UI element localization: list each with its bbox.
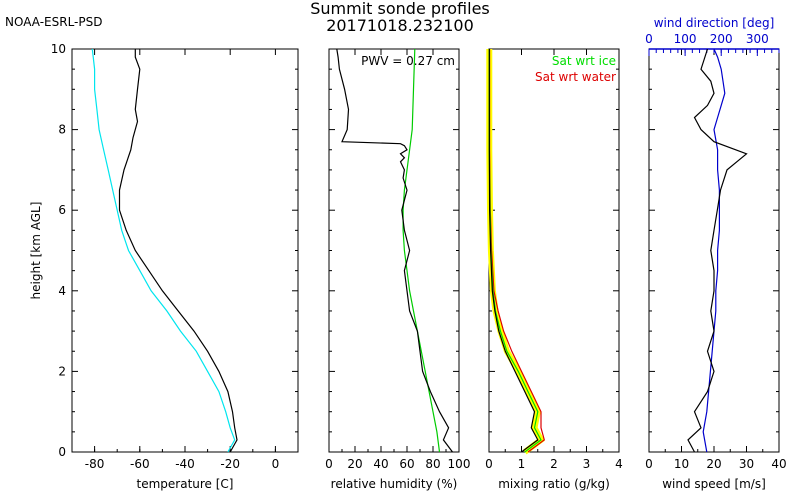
mixing-legend-0: Sat wrt ice — [552, 54, 616, 68]
panel-2-series-2-line — [489, 49, 545, 453]
panel-0-ytick-label: 8 — [58, 123, 66, 137]
panel-2-xlabel: mixing ratio (g/kg) — [498, 477, 610, 491]
panel-3-xtick-label: 30 — [739, 457, 754, 471]
panel-0-ylabel: height [km AGL] — [29, 202, 43, 300]
panel-2-xtick-label: 4 — [615, 457, 623, 471]
panel-0-ytick-label: 4 — [58, 284, 66, 298]
wind-dir-axis-label: wind direction [deg] — [654, 16, 775, 30]
panel-2-series-1-line — [488, 49, 542, 453]
org-label: NOAA-ESRL-PSD — [5, 15, 102, 29]
panel-1-xtick-label: 80 — [425, 457, 440, 471]
panel-3-xtick-label: 10 — [674, 457, 689, 471]
mixing-legend-1: Sat wrt water — [535, 70, 616, 84]
panel-2-series-band-line — [486, 49, 545, 455]
panel-3-series-1-line — [702, 48, 726, 453]
panel-0-xtick-label: -40 — [175, 457, 195, 471]
wind-dir-tick-label: 100 — [674, 32, 697, 46]
panel-1-xtick-label: 0 — [325, 457, 333, 471]
panel-1-xtick-label: 60 — [399, 457, 414, 471]
panel-1-xlabel: relative humidity (%) — [331, 477, 458, 491]
panel-1-xtick-label: 100 — [448, 457, 471, 471]
panel-0-xtick-label: -60 — [130, 457, 150, 471]
wind-dir-tick-label: 300 — [746, 32, 769, 46]
panel-1-xtick-label: 40 — [373, 457, 388, 471]
panel-2-xtick-label: 3 — [583, 457, 591, 471]
panel-3-xtick-label: 0 — [645, 457, 653, 471]
panel-1-series-0-line — [336, 48, 453, 453]
panel-0-series-0-line — [118, 49, 238, 453]
panel-3-frame — [648, 48, 780, 453]
panel-0-xtick-label: 0 — [272, 457, 280, 471]
panel-2-series-0-line — [488, 49, 539, 453]
panel-0-ytick-label: 2 — [58, 364, 66, 378]
panel-2-xtick-label: 0 — [485, 457, 493, 471]
panel-3-series-0-line — [687, 48, 748, 453]
panel-0-series-1-line — [91, 48, 236, 453]
wind-dir-tick-label: 200 — [710, 32, 733, 46]
panel-0-ytick-label: 0 — [58, 445, 66, 459]
panel-0-ytick-label: 10 — [51, 42, 66, 56]
panel-1-xtick-label: 20 — [347, 457, 362, 471]
pwv-annotation: PWV = 0.27 cm — [361, 54, 455, 68]
panel-0-xtick-label: -20 — [220, 457, 240, 471]
chart-title: Summit sonde profiles — [310, 0, 490, 18]
wind-dir-tick-label: 0 — [645, 32, 653, 46]
panel-3-xlabel: wind speed [m/s] — [662, 477, 766, 491]
chart-subtitle: 20171018.232100 — [326, 16, 474, 35]
panel-0-frame — [71, 48, 299, 453]
panel-0-xlabel: temperature [C] — [137, 477, 234, 491]
panel-1-series-1-line — [402, 48, 441, 453]
panel-0-xtick-label: -80 — [85, 457, 105, 471]
panel-2-frame — [488, 48, 620, 453]
panel-3-xtick-label: 20 — [706, 457, 721, 471]
panel-0-ytick-label: 6 — [58, 203, 66, 217]
panel-3-xtick-label: 40 — [771, 457, 786, 471]
panel-2-xtick-label: 1 — [518, 457, 526, 471]
panel-2-xtick-label: 2 — [550, 457, 558, 471]
